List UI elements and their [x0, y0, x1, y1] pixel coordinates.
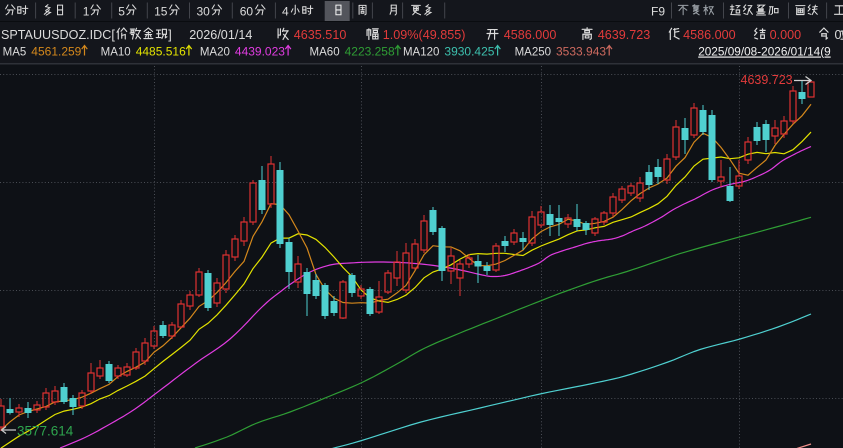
svg-text:4586.000: 4586.000: [683, 28, 736, 42]
svg-text:1: 1: [83, 4, 90, 18]
svg-text:]: ]: [168, 28, 172, 42]
svg-text:4439.023: 4439.023: [235, 45, 285, 59]
svg-text:MA250: MA250: [515, 47, 551, 59]
svg-text:60: 60: [240, 4, 254, 18]
svg-text:4635.510: 4635.510: [294, 28, 347, 42]
svg-text:1.09%(49.855): 1.09%(49.855): [383, 28, 466, 42]
svg-text:0.000: 0.000: [770, 28, 802, 42]
svg-text:4485.516: 4485.516: [136, 45, 186, 59]
svg-text:3930.425: 3930.425: [444, 45, 494, 59]
svg-text:4223.258: 4223.258: [345, 45, 395, 59]
svg-text:2026/01/14: 2026/01/14: [189, 28, 252, 42]
svg-text:3533.943: 3533.943: [556, 45, 606, 59]
svg-text:MA10: MA10: [101, 47, 131, 59]
svg-text:MA60: MA60: [310, 47, 340, 59]
svg-text:MA5: MA5: [3, 47, 27, 59]
svg-text:15: 15: [154, 4, 168, 18]
svg-text:F9: F9: [651, 4, 665, 18]
svg-text:MA120: MA120: [403, 47, 439, 59]
svg-text:4639.723: 4639.723: [598, 28, 651, 42]
svg-text:2025/09/08-2026/01/14(9: 2025/09/08-2026/01/14(9: [698, 45, 831, 59]
svg-text:3577.614: 3577.614: [17, 424, 74, 439]
svg-text:SPTAUUSDOZ.IDC[: SPTAUUSDOZ.IDC[: [1, 28, 115, 42]
svg-text:0: 0: [835, 28, 842, 42]
svg-text:4: 4: [282, 4, 289, 18]
svg-text:4639.723: 4639.723: [741, 73, 793, 87]
svg-text:30: 30: [197, 4, 211, 18]
svg-text:5: 5: [118, 4, 125, 18]
svg-text:4561.259: 4561.259: [31, 45, 81, 59]
svg-text:MA20: MA20: [200, 47, 230, 59]
svg-text:4586.000: 4586.000: [504, 28, 557, 42]
